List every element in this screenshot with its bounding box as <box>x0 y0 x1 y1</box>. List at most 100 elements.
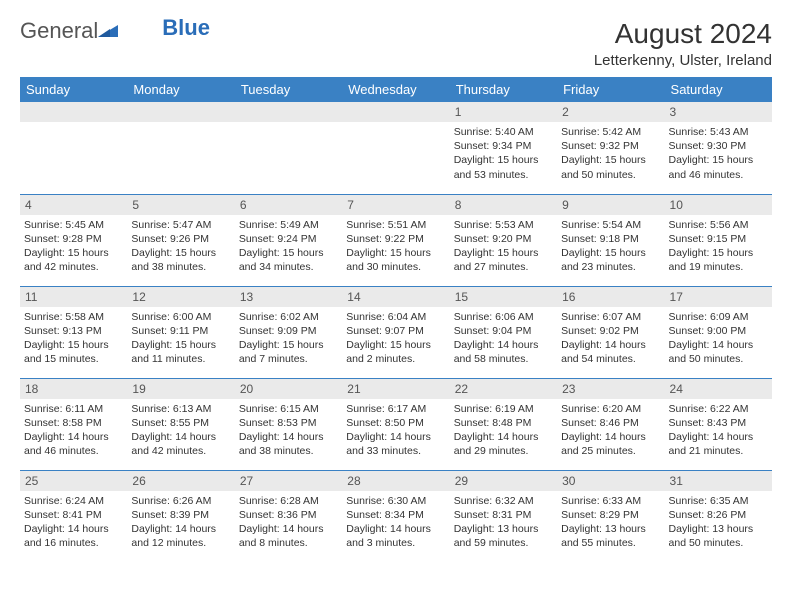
day-number: 11 <box>20 287 127 307</box>
day-number: 7 <box>342 195 449 215</box>
day-content: Sunrise: 6:06 AMSunset: 9:04 PMDaylight:… <box>454 310 553 367</box>
day-content: Sunrise: 5:45 AMSunset: 9:28 PMDaylight:… <box>24 218 123 275</box>
day-number: 3 <box>665 102 772 122</box>
day-content: Sunrise: 6:09 AMSunset: 9:00 PMDaylight:… <box>669 310 768 367</box>
day-content: Sunrise: 5:54 AMSunset: 9:18 PMDaylight:… <box>561 218 660 275</box>
day-number: 24 <box>665 379 772 399</box>
col-friday: Friday <box>557 77 664 102</box>
day-number: 31 <box>665 471 772 491</box>
day-cell: 20Sunrise: 6:15 AMSunset: 8:53 PMDayligh… <box>235 378 342 470</box>
logo-triangle-icon <box>98 21 118 42</box>
day-cell: 13 Sunrise: 6:02 AMSunset: 9:09 PMDayligh… <box>235 286 342 378</box>
day-cell <box>127 102 234 194</box>
day-content: Sunrise: 6:17 AMSunset: 8:50 PMDaylight:… <box>346 402 445 459</box>
week-row: 25Sunrise: 6:24 AMSunset: 8:41 PMDayligh… <box>20 470 772 562</box>
day-cell: 16 Sunrise: 6:07 AMSunset: 9:02 PMDayligh… <box>557 286 664 378</box>
day-number: 4 <box>20 195 127 215</box>
page-title: August 2024 <box>594 18 772 50</box>
week-row: 1 Sunrise: 5:40 AMSunset: 9:34 PMDaylight… <box>20 102 772 194</box>
day-cell: 5Sunrise: 5:47 AMSunset: 9:26 PMDaylight… <box>127 194 234 286</box>
day-number-empty <box>342 102 449 122</box>
day-cell: 23Sunrise: 6:20 AMSunset: 8:46 PMDayligh… <box>557 378 664 470</box>
day-number: 8 <box>450 195 557 215</box>
day-number: 6 <box>235 195 342 215</box>
day-content: Sunrise: 5:58 AMSunset: 9:13 PMDaylight:… <box>24 310 123 367</box>
day-cell: 9Sunrise: 5:54 AMSunset: 9:18 PMDaylight… <box>557 194 664 286</box>
day-cell: 4 Sunrise: 5:45 AMSunset: 9:28 PMDaylight… <box>20 194 127 286</box>
day-cell: 2Sunrise: 5:42 AMSunset: 9:32 PMDaylight… <box>557 102 664 194</box>
day-cell: 7Sunrise: 5:51 AMSunset: 9:22 PMDaylight… <box>342 194 449 286</box>
day-content: Sunrise: 6:32 AMSunset: 8:31 PMDaylight:… <box>454 494 553 551</box>
day-number: 21 <box>342 379 449 399</box>
day-cell: 12 Sunrise: 6:00 AMSunset: 9:11 PMDayligh… <box>127 286 234 378</box>
week-row: 11 Sunrise: 5:58 AMSunset: 9:13 PMDayligh… <box>20 286 772 378</box>
day-number: 16 <box>557 287 664 307</box>
day-number: 12 <box>127 287 234 307</box>
day-cell: 10 Sunrise: 5:56 AMSunset: 9:15 PMDayligh… <box>665 194 772 286</box>
day-number: 26 <box>127 471 234 491</box>
day-cell: 14 Sunrise: 6:04 AMSunset: 9:07 PMDayligh… <box>342 286 449 378</box>
day-content: Sunrise: 5:40 AMSunset: 9:34 PMDaylight:… <box>454 125 553 182</box>
day-cell <box>20 102 127 194</box>
col-monday: Monday <box>127 77 234 102</box>
day-number: 15 <box>450 287 557 307</box>
day-content: Sunrise: 6:07 AMSunset: 9:02 PMDaylight:… <box>561 310 660 367</box>
brand-name-2: Blue <box>162 15 210 41</box>
day-number: 23 <box>557 379 664 399</box>
day-number: 25 <box>20 471 127 491</box>
day-number: 1 <box>450 102 557 122</box>
day-content: Sunrise: 6:19 AMSunset: 8:48 PMDaylight:… <box>454 402 553 459</box>
day-content: Sunrise: 5:42 AMSunset: 9:32 PMDaylight:… <box>561 125 660 182</box>
day-cell: 11 Sunrise: 5:58 AMSunset: 9:13 PMDayligh… <box>20 286 127 378</box>
day-number-empty <box>235 102 342 122</box>
day-number: 14 <box>342 287 449 307</box>
day-cell: 3 Sunrise: 5:43 AMSunset: 9:30 PMDaylight… <box>665 102 772 194</box>
col-wednesday: Wednesday <box>342 77 449 102</box>
brand-name-1: General <box>20 18 98 44</box>
day-number: 22 <box>450 379 557 399</box>
col-sunday: Sunday <box>20 77 127 102</box>
week-row: 4 Sunrise: 5:45 AMSunset: 9:28 PMDaylight… <box>20 194 772 286</box>
day-cell: 29 Sunrise: 6:32 AMSunset: 8:31 PMDayligh… <box>450 470 557 562</box>
location-text: Letterkenny, Ulster, Ireland <box>594 52 772 69</box>
day-cell: 6 Sunrise: 5:49 AMSunset: 9:24 PMDaylight… <box>235 194 342 286</box>
day-number: 10 <box>665 195 772 215</box>
day-cell: 19Sunrise: 6:13 AMSunset: 8:55 PMDayligh… <box>127 378 234 470</box>
day-number: 5 <box>127 195 234 215</box>
day-number: 30 <box>557 471 664 491</box>
day-number: 18 <box>20 379 127 399</box>
day-cell: 31 Sunrise: 6:35 AMSunset: 8:26 PMDayligh… <box>665 470 772 562</box>
calendar-page: General Blue August 2024 Letterkenny, Ul… <box>0 0 792 572</box>
day-cell <box>235 102 342 194</box>
day-content: Sunrise: 5:43 AMSunset: 9:30 PMDaylight:… <box>669 125 768 182</box>
day-number: 28 <box>342 471 449 491</box>
day-content: Sunrise: 6:22 AMSunset: 8:43 PMDaylight:… <box>669 402 768 459</box>
day-content: Sunrise: 6:02 AMSunset: 9:09 PMDaylight:… <box>239 310 338 367</box>
day-cell: 30Sunrise: 6:33 AMSunset: 8:29 PMDayligh… <box>557 470 664 562</box>
day-content: Sunrise: 5:56 AMSunset: 9:15 PMDaylight:… <box>669 218 768 275</box>
day-content: Sunrise: 6:04 AMSunset: 9:07 PMDaylight:… <box>346 310 445 367</box>
day-number: 17 <box>665 287 772 307</box>
day-cell: 28Sunrise: 6:30 AMSunset: 8:34 PMDayligh… <box>342 470 449 562</box>
day-cell: 15 Sunrise: 6:06 AMSunset: 9:04 PMDayligh… <box>450 286 557 378</box>
day-cell: 21 Sunrise: 6:17 AMSunset: 8:50 PMDayligh… <box>342 378 449 470</box>
day-cell: 24 Sunrise: 6:22 AMSunset: 8:43 PMDayligh… <box>665 378 772 470</box>
day-number: 20 <box>235 379 342 399</box>
day-content: Sunrise: 5:49 AMSunset: 9:24 PMDaylight:… <box>239 218 338 275</box>
day-content: Sunrise: 6:26 AMSunset: 8:39 PMDaylight:… <box>131 494 230 551</box>
brand-logo: General Blue <box>20 18 210 44</box>
title-block: August 2024 Letterkenny, Ulster, Ireland <box>594 18 772 69</box>
day-content: Sunrise: 6:00 AMSunset: 9:11 PMDaylight:… <box>131 310 230 367</box>
day-content: Sunrise: 6:35 AMSunset: 8:26 PMDaylight:… <box>669 494 768 551</box>
day-cell: 25Sunrise: 6:24 AMSunset: 8:41 PMDayligh… <box>20 470 127 562</box>
day-number: 29 <box>450 471 557 491</box>
day-cell: 17 Sunrise: 6:09 AMSunset: 9:00 PMDayligh… <box>665 286 772 378</box>
day-cell: 1 Sunrise: 5:40 AMSunset: 9:34 PMDaylight… <box>450 102 557 194</box>
day-cell: 27Sunrise: 6:28 AMSunset: 8:36 PMDayligh… <box>235 470 342 562</box>
calendar-body: 1 Sunrise: 5:40 AMSunset: 9:34 PMDaylight… <box>20 102 772 562</box>
day-cell: 26 Sunrise: 6:26 AMSunset: 8:39 PMDayligh… <box>127 470 234 562</box>
day-number: 13 <box>235 287 342 307</box>
day-cell: 8Sunrise: 5:53 AMSunset: 9:20 PMDaylight… <box>450 194 557 286</box>
day-number-empty <box>127 102 234 122</box>
col-saturday: Saturday <box>665 77 772 102</box>
